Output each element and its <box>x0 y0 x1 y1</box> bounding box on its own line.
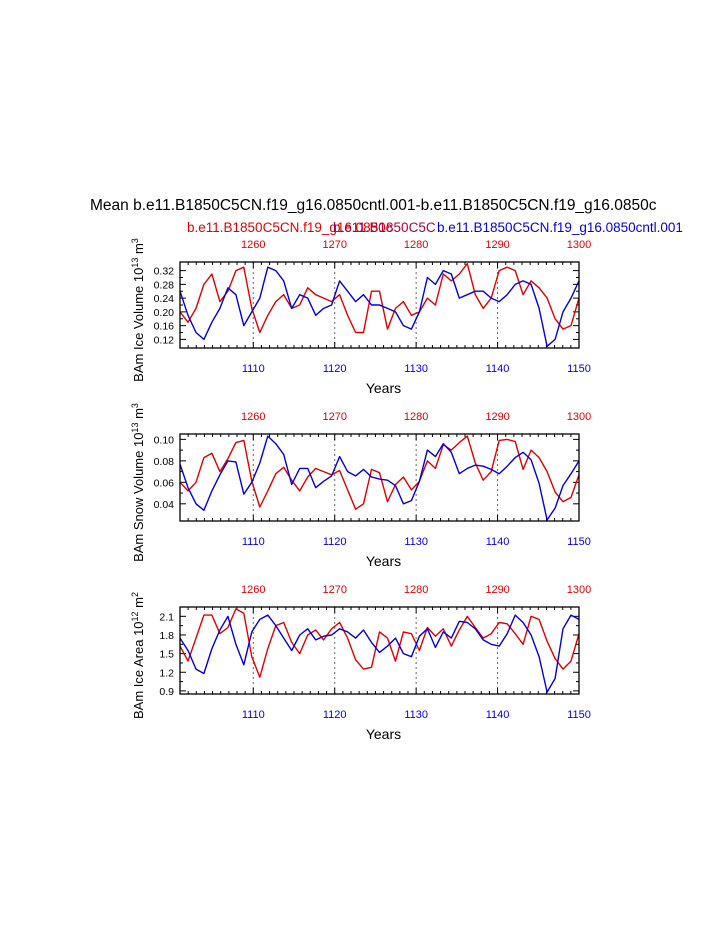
series-blue-line <box>179 614 580 693</box>
x-axis-label: Years <box>366 380 401 396</box>
y-axis-label: BAm Snow Volume 1013 m3 <box>130 403 146 562</box>
y-tick-label: 0.06 <box>154 477 175 489</box>
x-tick-label: 1130 <box>404 363 428 375</box>
x-axis-label: Years <box>366 553 401 569</box>
plot-frame <box>179 433 580 522</box>
series-blue-line <box>179 266 580 347</box>
x-axis-label: Years <box>366 726 401 742</box>
y-axis-label: BAm Ice Volume 1013 m3 <box>130 238 146 382</box>
x2-tick-label: 1260 <box>241 239 265 251</box>
legend-blue-label: b.e11.B1850C5CN.f19_g16.0850cntl.001 <box>437 220 683 235</box>
x-tick-label: 1140 <box>486 536 510 548</box>
x2-tick-label: 1280 <box>404 411 428 423</box>
x2-tick-label: 1300 <box>567 239 591 251</box>
series-blue-line <box>179 435 580 521</box>
x2-tick-label: 1300 <box>567 584 591 596</box>
legend: b.e11.B1850C5CN.f19_g16.0850c b.e11.B185… <box>187 220 683 235</box>
x2-tick-label: 1270 <box>322 411 346 423</box>
x2-tick-label: 1260 <box>241 584 265 596</box>
y-tick-label: 0.32 <box>154 266 175 278</box>
x2-tick-label: 1270 <box>322 239 346 251</box>
x-tick-label: 1140 <box>486 709 510 721</box>
x-tick-label: 1120 <box>323 709 347 721</box>
legend-red-label: b.e11.B1850C5CN.f19_g16.0850c <box>187 220 393 235</box>
x2-tick-label: 1280 <box>404 239 428 251</box>
panel-ice-volume: 0.120.16 0.20 0.24 0.280.32 1110 1120 1130 1140… <box>130 238 591 396</box>
y-tick-label: 1.8 <box>159 630 174 642</box>
x2-tick-label: 1290 <box>485 411 509 423</box>
y-tick-label: 0.20 <box>154 307 175 319</box>
x-tick-label: 1130 <box>404 709 428 721</box>
y-tick-label: 1.2 <box>159 667 174 679</box>
x-tick-label: 1110 <box>242 536 265 548</box>
x2-tick-label: 1280 <box>404 584 428 596</box>
x2-tick-label: 1260 <box>241 411 265 423</box>
panel-ice-area: 0.9 1.2 1.5 1.8 2.1 1110 1120 1130 1140 1150 1260 1… <box>130 584 591 742</box>
main-title: Mean b.e11.B1850C5CN.f19_g16.0850cntl.00… <box>90 197 657 214</box>
y-tick-label: 0.28 <box>154 279 175 291</box>
x-tick-label: 1150 <box>567 536 591 548</box>
x-tick-label: 1130 <box>404 536 428 548</box>
x-tick-label: 1110 <box>242 363 265 375</box>
y-tick-label: 2.1 <box>159 611 174 623</box>
x-tick-label: 1120 <box>323 363 347 375</box>
y-axis-label: BAm Ice Area 1012 m2 <box>130 592 146 719</box>
x2-tick-label: 1290 <box>485 584 509 596</box>
panel-snow-volume: 0.04 0.06 0.08 0.10 1110 1120 1130 1140 1150 1260… <box>130 403 591 569</box>
x-tick-label: 1150 <box>567 363 591 375</box>
y-tick-label: 0.08 <box>154 456 175 468</box>
x2-tick-label: 1300 <box>567 411 591 423</box>
x2-tick-label: 1290 <box>485 239 509 251</box>
y-tick-label: 0.16 <box>154 321 175 333</box>
series-red-line <box>179 435 580 510</box>
y-tick-label: 0.04 <box>154 499 175 511</box>
x-tick-label: 1150 <box>567 709 591 721</box>
x2-tick-label: 1270 <box>322 584 346 596</box>
y-tick-label: 0.10 <box>154 434 175 446</box>
y-tick-label: 0.24 <box>154 293 175 305</box>
series-red-line <box>179 263 580 334</box>
x-tick-label: 1120 <box>323 536 347 548</box>
y-tick-label: 0.9 <box>159 686 174 698</box>
plot-frame <box>179 606 580 695</box>
plot-frame <box>179 261 580 349</box>
y-tick-label: 0.12 <box>154 334 175 346</box>
legend-overlap-label: b.e11.B1850C5C <box>333 220 436 235</box>
x-tick-label: 1110 <box>242 709 265 721</box>
series-red-line <box>179 608 580 678</box>
y-tick-label: 1.5 <box>159 649 174 661</box>
x-tick-label: 1140 <box>486 363 510 375</box>
